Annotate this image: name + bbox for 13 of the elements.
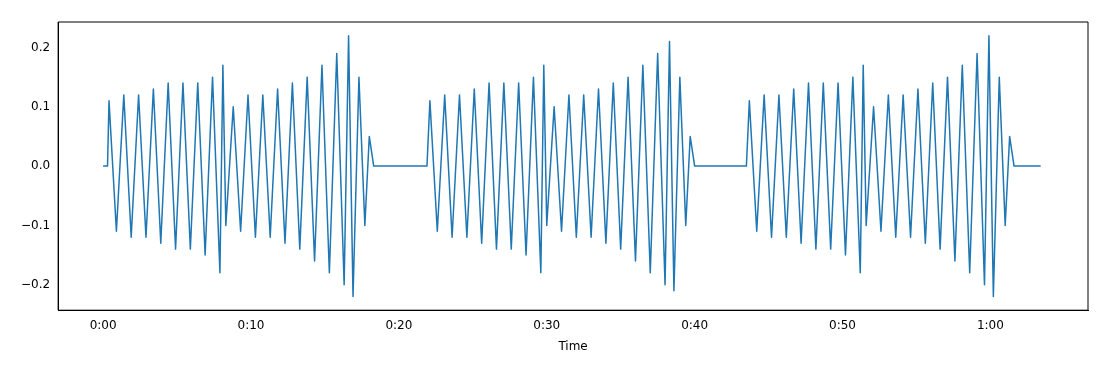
x-tick-label: 0:20 [385, 317, 413, 332]
x-tick-label: 0:00 [89, 317, 117, 332]
x-tick-label: 1:00 [976, 317, 1004, 332]
x-tick-label: 0:50 [829, 317, 856, 332]
y-tick-label: −0.2 [21, 276, 51, 291]
x-tick-label: 0:10 [237, 317, 265, 332]
x-tick-label: 0:30 [533, 317, 561, 332]
y-tick-label: −0.1 [21, 217, 51, 232]
y-tick-label: 0.1 [31, 98, 51, 113]
y-tick-label: 0.0 [31, 158, 51, 173]
x-axis-title: Time [557, 338, 588, 353]
y-tick-label: 0.2 [31, 39, 51, 54]
x-tick-label: 0:40 [681, 317, 709, 332]
